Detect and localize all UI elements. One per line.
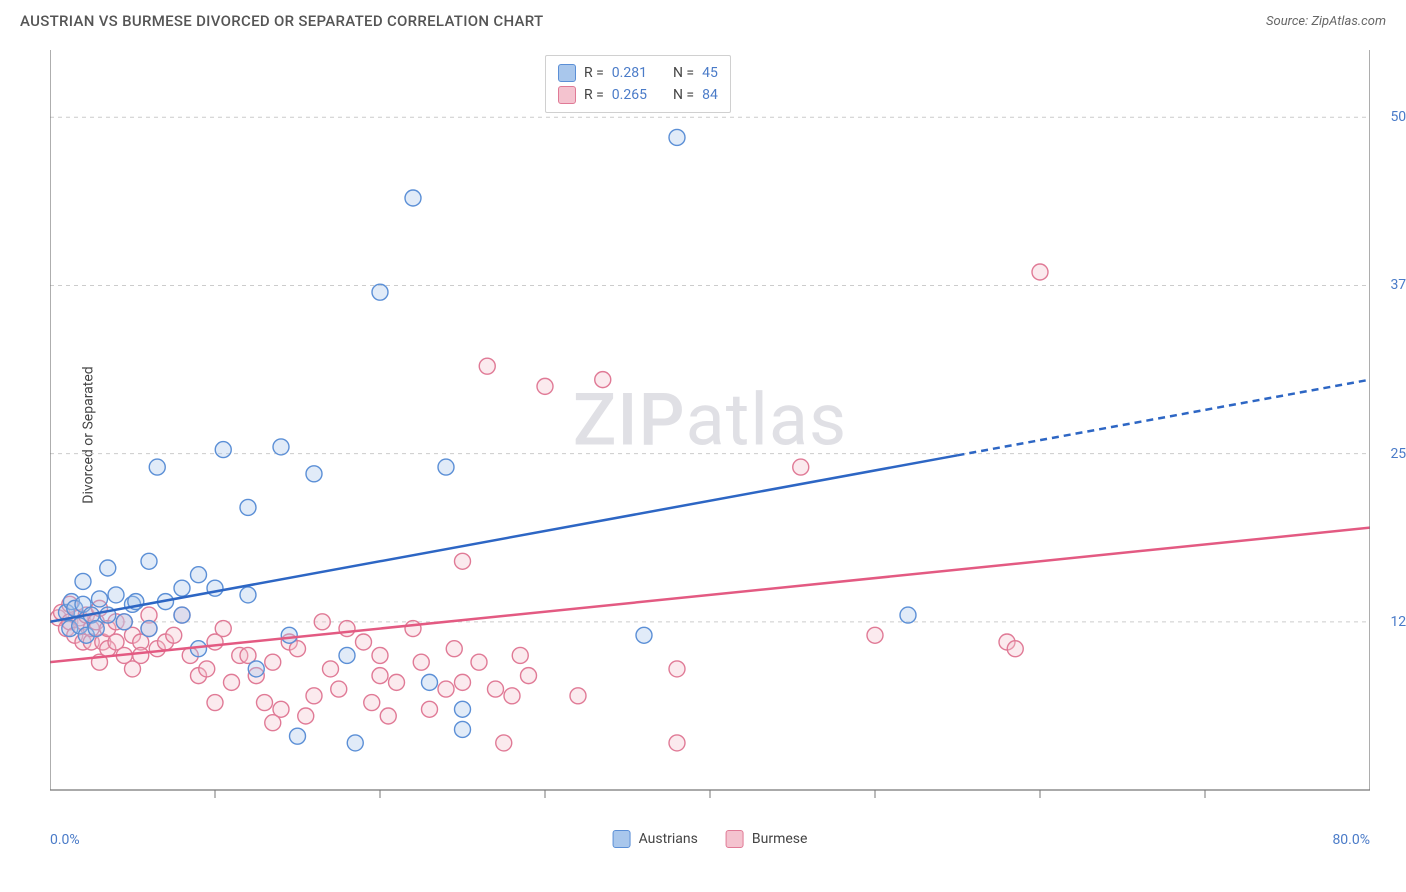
legend-row-austrians: R = 0.281 N = 45	[558, 62, 718, 84]
r-label: R =	[584, 87, 604, 103]
legend-item-austrians: Austrians	[613, 830, 698, 848]
x-axis-max-label: 80.0%	[1332, 832, 1370, 848]
r-label: R =	[584, 65, 604, 81]
legend-row-burmese: R = 0.265 N = 84	[558, 84, 718, 106]
series-legend: Austrians Burmese	[613, 830, 808, 848]
y-tick-label: 37.5%	[1390, 277, 1406, 293]
legend-label: Austrians	[639, 831, 698, 847]
x-axis-min-label: 0.0%	[50, 832, 80, 848]
y-tick-label: 25.0%	[1390, 446, 1406, 462]
legend-swatch-icon	[613, 830, 631, 848]
legend-item-burmese: Burmese	[726, 830, 808, 848]
y-tick-label: 12.5%	[1390, 614, 1406, 630]
correlation-legend: R = 0.281 N = 45 R = 0.265 N = 84	[545, 55, 731, 113]
legend-label: Burmese	[752, 831, 808, 847]
legend-swatch-icon	[726, 830, 744, 848]
n-label: N =	[673, 65, 694, 81]
chart-area: Divorced or Separated ZIPatlas R = 0.281…	[50, 50, 1370, 820]
legend-swatch-austrians	[558, 64, 576, 82]
legend-swatch-burmese	[558, 86, 576, 104]
source-prefix: Source:	[1266, 14, 1311, 29]
y-tick-label: 50.0%	[1390, 109, 1406, 125]
chart-header: AUSTRIAN VS BURMESE DIVORCED OR SEPARATE…	[0, 0, 1406, 38]
n-value: 84	[702, 87, 718, 103]
r-value: 0.281	[612, 65, 647, 81]
chart-title: AUSTRIAN VS BURMESE DIVORCED OR SEPARATE…	[20, 12, 543, 30]
scatter-plot	[50, 50, 1370, 820]
source-attribution: Source: ZipAtlas.com	[1266, 14, 1386, 29]
n-label: N =	[673, 87, 694, 103]
r-value: 0.265	[612, 87, 647, 103]
source-name: ZipAtlas.com	[1311, 14, 1386, 29]
n-value: 45	[702, 65, 718, 81]
